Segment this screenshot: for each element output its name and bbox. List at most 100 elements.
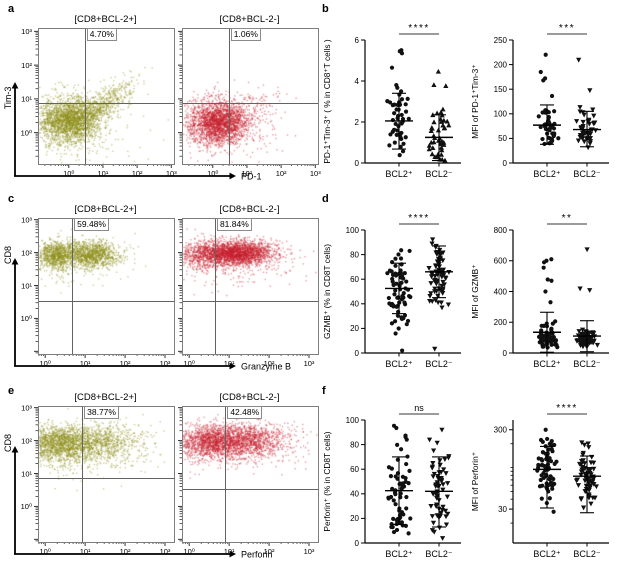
data-point-triangle-up [441,142,447,147]
y-tick-label: 20 [350,324,359,333]
data-point-circle [544,485,549,490]
flow-dot-cloud [39,219,174,354]
data-point-triangle-down [587,141,593,147]
data-point-triangle-down [442,508,449,514]
quadrant-percentage: 42.48% [227,406,263,419]
category-label: BCL2⁺ [385,359,413,369]
data-point-circle [403,476,408,481]
y-tick-label: 60 [350,275,359,284]
data-point-circle [399,280,404,285]
data-point-circle [550,321,555,326]
data-point-circle [395,128,400,133]
data-point-circle [386,295,391,301]
panel-label-a: a [8,3,15,15]
data-point-circle [395,295,400,300]
flow-plot-bcl2neg: 1.06% [182,28,319,165]
x-tick-label: 10⁰ [184,547,195,556]
data-point-circle [552,342,558,347]
x-tick-label: 10¹ [224,547,235,556]
x-axis-label: Perforin [241,550,273,560]
y-tick-label: 10¹ [21,95,32,104]
flow-dot-cloud [183,29,318,164]
data-point-triangle-down [428,291,434,297]
data-point-circle [404,279,409,284]
data-point-triangle-down [586,121,592,127]
quadrant-percentage: 59.48% [74,218,109,231]
data-point-triangle-down [590,340,596,346]
data-point-circle [388,494,394,500]
data-point-triangle-down [440,279,446,285]
data-point-circle [398,89,404,94]
y-tick-label: 0 [503,349,508,358]
data-point-triangle-down [430,520,437,526]
data-point-circle [392,140,397,145]
data-point-circle [398,447,404,452]
data-point-triangle-down [582,478,588,484]
y-tick-label: 300 [494,426,508,435]
data-point-circle [403,109,409,114]
data-point-triangle-down [587,485,593,491]
data-point-triangle-down [587,470,593,476]
data-point-triangle-down [593,484,599,490]
data-point-triangle-down [432,346,438,352]
data-point-circle [403,433,408,438]
panel-b-dot-plots: 0 2 4 6 PD-1⁺Tim-3⁺ ( % in CD8⁺T cells ) ****… [318,0,629,190]
category-label: BCL2⁻ [573,549,601,559]
y-tick-label: 80 [350,250,359,259]
data-point-triangle-down [587,136,593,142]
data-point-triangle-up [431,82,437,87]
panel-f-dot-plots: 0 20 40 60 80 100 Perforin⁺ (% in CD8T cells) n… [318,380,629,568]
data-point-triangle-down [428,274,435,280]
data-point-triangle-down [440,286,446,292]
data-point-circle [400,149,406,154]
data-point-circle [398,256,404,261]
data-point-circle [553,338,559,343]
gate-line-vertical [72,219,74,354]
gate-line-horizontal [39,300,174,302]
data-point-circle [548,300,553,305]
data-point-circle [544,258,549,263]
data-point-circle [543,427,548,432]
data-point-triangle-down [579,464,585,470]
data-point-triangle-up [440,106,446,112]
gate-line-vertical [214,219,216,354]
data-point-circle [390,486,395,491]
y-tick-label: 200 [494,318,508,327]
y-tick-label: 250 [494,36,508,45]
data-point-circle [543,289,548,294]
category-label: BCL2⁺ [385,169,413,179]
data-point-circle [385,98,390,104]
data-point-circle [392,319,398,324]
flow-dot-cloud [183,219,318,354]
flow-plot-bcl2pos: 59.48% [38,218,175,355]
data-point-circle [396,326,401,331]
data-point-triangle-down [439,305,445,311]
dot-plot-mfi: 0 50 100 150 200 250 MFI of PD-1⁺Tim-3⁺ *** BCL2… [470,23,609,179]
y-tick-label: 10³ [21,403,32,412]
gate-line-vertical [82,407,84,542]
data-point-triangle-down [431,529,437,535]
data-point-triangle-down [574,119,580,124]
data-point-triangle-up [446,122,452,128]
panel-label-b: b [322,3,329,15]
x-tick-label: 10² [120,547,131,556]
y-axis-arrowhead [11,446,19,453]
data-point-circle [397,283,402,288]
data-point-circle [385,271,390,276]
x-axis-arrowhead [229,172,236,180]
data-point-triangle-up [429,125,435,130]
data-point-circle [545,345,550,350]
data-point-triangle-down [580,119,586,125]
significance-label: **** [408,213,430,224]
data-point-triangle-down [580,452,586,458]
data-point-circle [399,248,404,253]
data-point-triangle-down [433,281,439,287]
data-point-triangle-down [575,138,582,144]
data-point-triangle-up [426,146,432,152]
gate-line-horizontal [183,300,318,302]
flow-dot-cloud [183,407,318,542]
x-axis-arrowhead [229,550,236,558]
data-point-triangle-down [581,112,587,118]
y-tick-label: 10² [21,436,32,445]
data-point-circle [538,124,543,130]
